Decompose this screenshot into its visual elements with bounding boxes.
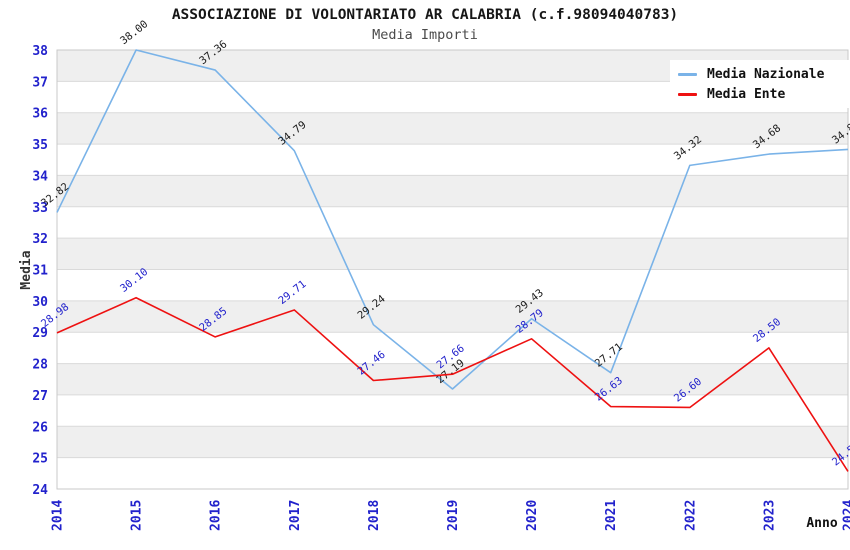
x-axis-tick-label: 2022 [683,500,698,531]
plot-band [57,238,848,270]
x-axis-title: Anno [806,516,837,531]
y-axis-tick-label: 38 [32,44,48,59]
x-axis-tick-label: 2024 [842,500,850,531]
plot-band [57,300,848,333]
x-axis-tick-label: 2023 [762,500,777,531]
legend-label: Media Ente [707,86,786,102]
x-axis-tick-label: 2015 [130,500,145,531]
chart-title: ASSOCIAZIONE DI VOLONTARIATO AR CALABRIA… [171,7,679,23]
legend-label: Media Nazionale [707,66,825,82]
y-axis-tick-label: 32 [32,232,48,247]
y-axis-tick-label: 30 [32,295,48,310]
x-axis-tick-label: 2021 [604,500,619,531]
chart-subtitle: Media Importi [372,27,478,43]
legend-swatch-red-line-icon [678,92,697,96]
x-axis-tick-label: 2019 [446,500,461,531]
y-axis-tick-label: 28 [32,358,48,373]
y-axis-tick-label: 26 [32,420,48,435]
plot-band [57,426,848,458]
legend-item-media-nazionale: Media Nazionale [678,64,850,84]
y-axis-title: Media [19,250,34,289]
plot-band [57,175,848,207]
chart-legend: Media Nazionale Media Ente [670,60,850,108]
x-axis-tick-label: 2014 [51,500,66,531]
x-axis-tick-label: 2018 [367,500,382,531]
y-axis-tick-label: 35 [32,138,48,153]
series-line-media-ente [56,296,849,472]
y-axis-tick-label: 34 [32,169,48,184]
data-point-label: 30.10 [118,266,150,295]
plot-band [57,112,848,145]
legend-item-media-ente: Media Ente [678,84,850,104]
y-axis-tick-label: 37 [32,75,48,90]
x-axis-tick-label: 2017 [288,500,303,531]
series-line-media-nazionale [56,49,849,390]
plot-border [56,49,849,490]
y-axis-tick-label: 31 [32,264,48,279]
y-axis-tick-label: 27 [32,389,48,404]
x-axis-tick-label: 2016 [209,500,224,531]
data-point-label: 38.00 [118,18,150,47]
y-axis-tick-label: 25 [32,452,48,467]
y-axis-tick-label: 33 [32,201,48,216]
y-axis-tick-label: 36 [32,107,48,122]
x-axis-tick-label: 2020 [525,500,540,531]
y-axis-tick-label: 24 [32,483,48,498]
y-axis-tick-label: 29 [32,326,48,341]
legend-swatch-blue-line-icon [678,72,697,76]
